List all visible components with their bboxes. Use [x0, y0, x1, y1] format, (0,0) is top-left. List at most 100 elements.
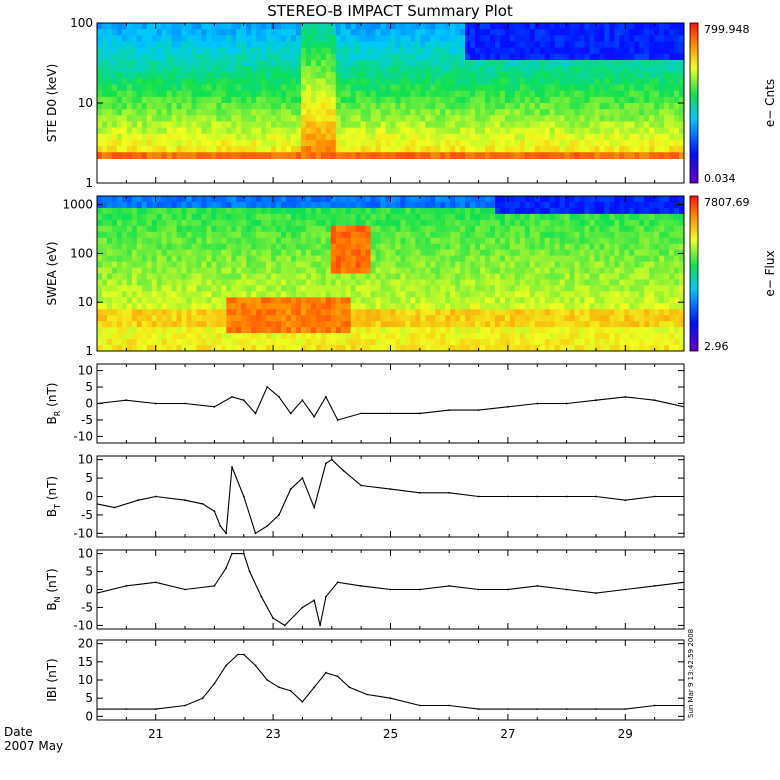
spectrogram-cell: [375, 115, 382, 123]
spectrogram-cell: [111, 345, 118, 351]
spectrogram-cell: [116, 231, 123, 239]
spectrogram-cell: [529, 303, 536, 310]
spectrogram-cell: [236, 261, 242, 269]
spectrogram-cell: [295, 279, 302, 287]
spectrogram-cell: [176, 90, 183, 98]
spectrogram-cell: [485, 53, 491, 61]
spectrogram-cell: [405, 243, 411, 251]
spectrogram-cell: [181, 121, 188, 129]
spectrogram-cell: [514, 146, 521, 153]
spectrogram-cell: [176, 333, 183, 340]
spectrogram-cell: [216, 41, 222, 49]
spectrogram-cell: [380, 59, 387, 67]
spectrogram-cell: [136, 207, 143, 215]
spectrogram-cell: [300, 196, 307, 203]
spectrogram-cell: [385, 231, 392, 239]
spectrogram-cell: [261, 53, 267, 61]
spectrogram-cell: [136, 219, 143, 227]
spectrogram-cell: [445, 261, 451, 269]
spectrogram-cell: [489, 59, 496, 67]
spectrogram-cell: [335, 285, 342, 292]
spectrogram-cell: [286, 273, 292, 281]
spectrogram-cell: [171, 285, 178, 292]
spectrogram-cell: [310, 321, 317, 328]
spectrogram-cell: [325, 309, 332, 316]
spectrogram-cell: [350, 339, 357, 346]
spectrogram-cell: [310, 47, 317, 55]
spectrogram-cell: [161, 53, 168, 61]
spectrogram-cell: [126, 78, 133, 86]
spectrogram-cell: [430, 261, 436, 269]
spectrogram-cell: [221, 261, 227, 269]
spectrogram-cell: [276, 201, 282, 209]
spectrogram-cell: [171, 243, 178, 251]
spectrogram-cell: [644, 59, 650, 67]
spectrogram-cell: [644, 72, 650, 79]
spectrogram-cell: [544, 35, 551, 43]
spectrogram-cell: [524, 315, 531, 322]
spectrogram-cell: [604, 72, 610, 79]
spectrogram-cell: [554, 29, 561, 36]
spectrogram-cell: [315, 291, 322, 298]
spectrogram-cell: [659, 53, 665, 61]
spectrogram-cell: [196, 47, 203, 55]
spectrogram-cell: [475, 213, 481, 221]
spectrogram-cell: [494, 327, 501, 334]
spectrogram-cell: [514, 273, 521, 281]
spectrogram-cell: [460, 207, 466, 215]
spectrogram-cell: [539, 279, 546, 287]
spectrogram-cell: [315, 207, 322, 215]
spectrogram-cell: [355, 78, 362, 86]
spectrogram-cell: [584, 35, 591, 43]
spectrogram-cell: [654, 29, 660, 36]
spectrogram-cell: [146, 53, 153, 61]
spectrogram-cell: [494, 139, 501, 147]
spectrogram-cell: [370, 231, 377, 239]
spectrogram-cell: [281, 255, 287, 263]
spectrogram-cell: [504, 59, 511, 67]
spectrogram-cell: [295, 261, 302, 269]
spectrogram-cell: [166, 219, 173, 227]
spectrogram-cell: [375, 133, 382, 141]
spectrogram-cell: [206, 59, 213, 67]
spectrogram-cell: [644, 115, 650, 123]
spectrogram-cell: [151, 47, 158, 55]
spectrogram-cell: [480, 23, 486, 30]
spectrogram-cell: [216, 249, 222, 257]
spectrogram-cell: [380, 345, 387, 351]
spectrogram-cell: [111, 333, 118, 340]
spectrogram-cell: [97, 285, 103, 292]
spectrogram-cell: [106, 35, 113, 43]
spectrogram-cell: [504, 261, 511, 269]
spectrogram-cell: [246, 84, 252, 92]
spectrogram-cell: [186, 96, 193, 104]
spectrogram-cell: [186, 66, 193, 73]
spectrogram-cell: [156, 303, 163, 310]
spectrogram-cell: [330, 327, 337, 334]
spectrogram-cell: [609, 78, 615, 86]
spectrogram-cell: [310, 96, 317, 104]
spectrogram-cell: [256, 219, 262, 227]
spectrogram-cell: [335, 59, 342, 67]
spectrogram-cell: [365, 23, 372, 30]
spectrogram-cell: [539, 84, 546, 92]
spectrogram-cell: [171, 84, 178, 92]
spectrogram-cell: [141, 303, 148, 310]
spectrogram-cell: [315, 297, 322, 304]
spectrogram-cell: [455, 279, 461, 287]
spectrogram-cell: [141, 103, 148, 110]
spectrogram-cell: [156, 115, 163, 123]
spectrogram-cell: [121, 303, 128, 310]
spectrogram-cell: [335, 72, 342, 79]
spectrogram-cell: [221, 35, 227, 43]
spectrogram-cell: [350, 231, 357, 239]
spectrogram-cell: [291, 297, 297, 304]
spectrogram-cell: [136, 273, 143, 281]
spectrogram-cell: [380, 303, 387, 310]
spectrogram-cell: [410, 201, 416, 209]
spectrogram-cell: [494, 23, 501, 30]
spectrogram-cell: [430, 327, 436, 334]
spectrogram-cell: [271, 103, 277, 110]
spectrogram-cell: [141, 66, 148, 73]
spectrogram-cell: [455, 255, 461, 263]
